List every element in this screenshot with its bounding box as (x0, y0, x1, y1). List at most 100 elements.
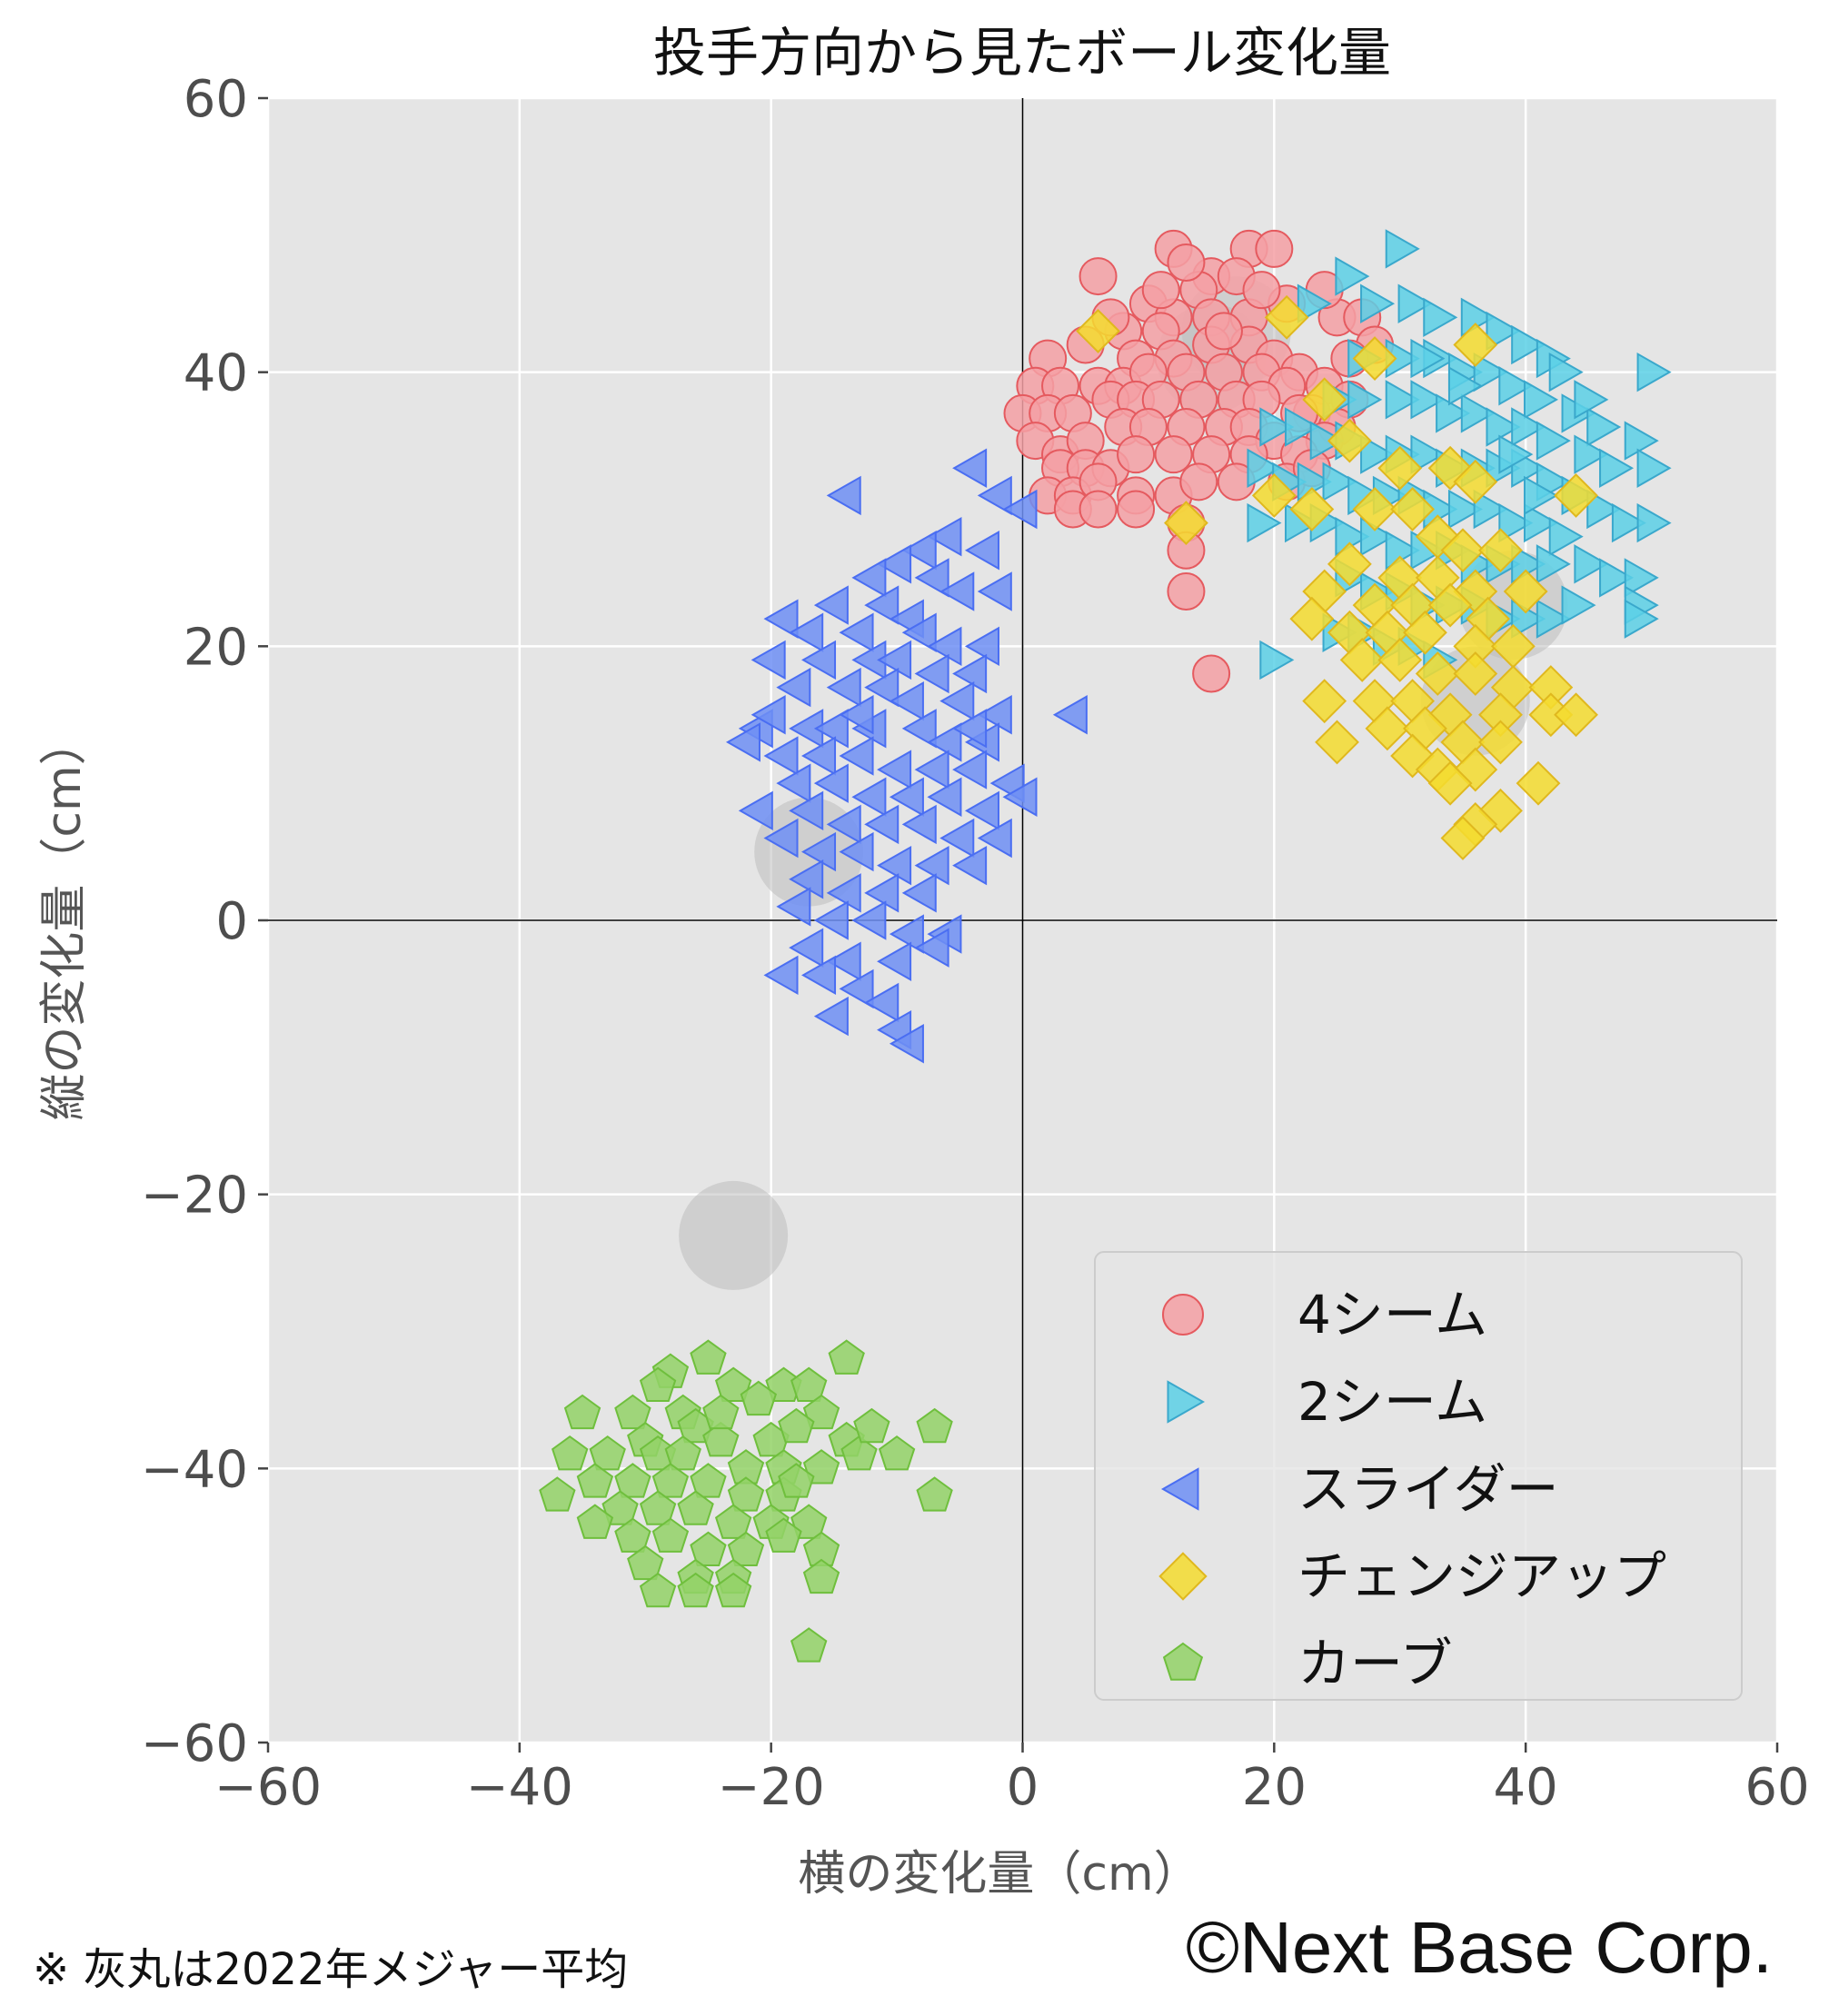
data-point (1574, 544, 1609, 584)
data-point (1548, 352, 1584, 392)
data-point (651, 1463, 690, 1498)
legend-label: チェンジアップ (1297, 1545, 1666, 1607)
data-point (776, 887, 811, 927)
data-point (1327, 418, 1372, 463)
data-point (677, 1490, 714, 1525)
data-point (1285, 407, 1320, 447)
data-point (552, 1435, 589, 1471)
x-tick-label: −20 (718, 1758, 825, 1817)
data-point (1403, 610, 1447, 655)
data-point (1498, 434, 1534, 474)
data-point (901, 804, 937, 845)
axis-ticks: −60 60 −40 40 −20 20 0 0 20 −20 40 −40 60 −60 (141, 70, 1810, 1817)
data-point (1478, 720, 1523, 765)
data-point (927, 777, 962, 817)
data-point (702, 1394, 740, 1430)
data-point (802, 1558, 840, 1594)
data-point (790, 1366, 828, 1403)
x-tick-label: 20 (1242, 1758, 1307, 1817)
data-point (914, 845, 949, 886)
data-point (914, 750, 949, 790)
data-point (1079, 490, 1118, 529)
data-point (1453, 651, 1498, 696)
series-4 (1076, 294, 1598, 860)
data-point (1636, 502, 1672, 543)
data-point (763, 955, 799, 996)
data-point (789, 790, 824, 831)
data-point (1440, 528, 1486, 573)
data-point (877, 941, 912, 981)
data-point (877, 544, 912, 584)
data-point (977, 571, 1012, 611)
data-point (789, 859, 824, 899)
average-marker (679, 1180, 789, 1290)
data-point (1636, 352, 1672, 392)
data-point (864, 804, 900, 845)
data-point (1536, 421, 1571, 461)
data-point (1002, 489, 1038, 530)
series-5 (539, 1339, 953, 1663)
data-point (763, 599, 799, 639)
data-point (952, 709, 988, 749)
data-point (614, 1394, 651, 1430)
data-point (1447, 366, 1483, 406)
data-point (977, 695, 1012, 735)
data-point (1554, 692, 1598, 738)
data-point (801, 640, 837, 680)
data-point (828, 1339, 865, 1375)
data-point (914, 928, 949, 968)
data-point (927, 516, 962, 557)
x-tick-label: −60 (214, 1758, 322, 1817)
data-point (952, 845, 988, 886)
data-point (1516, 760, 1561, 806)
data-point (1164, 501, 1208, 545)
data-point (864, 873, 900, 913)
data-point (901, 709, 937, 749)
data-point (813, 763, 849, 803)
data-point (1377, 638, 1423, 682)
legend-marker (1160, 1467, 1199, 1511)
legend-marker (1162, 1294, 1204, 1336)
data-point (877, 750, 912, 790)
data-point (1365, 706, 1410, 751)
data-point (1561, 585, 1596, 625)
data-point (1264, 294, 1309, 340)
data-point (1352, 487, 1397, 531)
data-point (977, 818, 1012, 859)
data-point (1636, 448, 1672, 488)
data-point (801, 955, 837, 996)
data-point (1410, 338, 1446, 379)
legend-label: スライダー (1297, 1458, 1559, 1520)
data-point (927, 722, 962, 762)
legend-marker (1167, 1380, 1206, 1424)
data-point (1586, 407, 1622, 447)
data-point (1315, 720, 1359, 765)
data-point (677, 1572, 714, 1608)
data-point (1360, 283, 1396, 323)
legend-label: 4シーム (1297, 1284, 1487, 1346)
x-tick-label: 40 (1494, 1758, 1558, 1817)
data-point (1179, 462, 1218, 502)
data-point (889, 1024, 924, 1064)
data-point (1117, 490, 1156, 529)
data-point (901, 873, 937, 913)
data-point (813, 900, 849, 940)
data-point (964, 790, 999, 831)
data-point (889, 777, 924, 817)
data-point (1251, 473, 1297, 518)
data-point (1397, 283, 1433, 323)
data-point (851, 558, 887, 598)
data-point (939, 680, 975, 721)
data-point (1574, 380, 1609, 420)
data-point (916, 1407, 953, 1444)
data-point (1360, 434, 1396, 474)
data-point (839, 612, 874, 652)
data-point (740, 1380, 778, 1416)
footnote: ※ 灰丸は2022年メジャー平均 (33, 1944, 629, 1995)
data-point (889, 680, 924, 721)
data-point (1259, 640, 1295, 680)
data-point (851, 900, 887, 940)
data-point (639, 1490, 677, 1525)
data-point (576, 1463, 614, 1498)
